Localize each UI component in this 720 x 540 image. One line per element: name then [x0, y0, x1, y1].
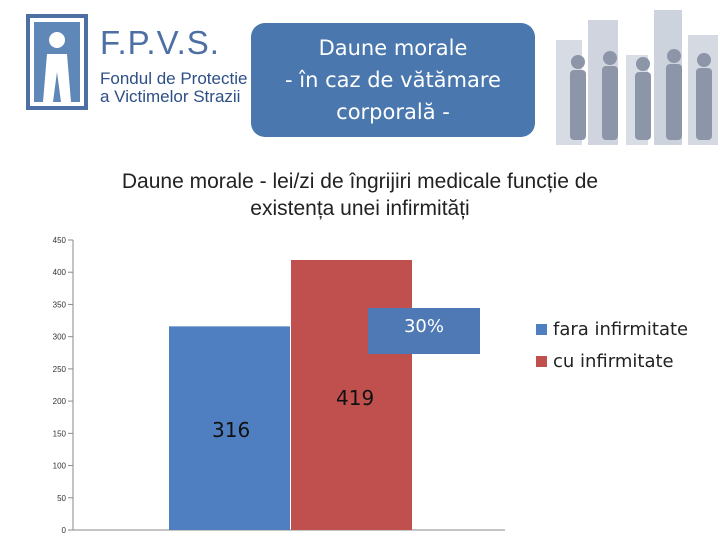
y-tick-label: 450 — [53, 236, 67, 245]
y-tick-label: 200 — [53, 397, 67, 406]
city-people-silhouette-image — [548, 0, 720, 145]
y-tick-label: 250 — [53, 365, 67, 374]
chart-title-line-2: existența unei infirmități — [250, 197, 470, 220]
header-line-2: - în caz de vătămare — [285, 68, 501, 92]
logo-line-2: a Victimelor Strazii — [100, 87, 241, 106]
fpvs-logo: F.P.V.S. Fondul de Protectie a Victimelo… — [22, 10, 252, 120]
bar-cu-infirmitate — [291, 259, 412, 530]
header-line-3: corporală - — [336, 100, 450, 124]
chart-title-line-1: Daune morale - lei/zi de îngrijiri medic… — [121, 170, 599, 193]
logo-abbreviation: F.P.V.S. — [100, 24, 220, 61]
legend-item-cu-infirmitate: cu infirmitate — [536, 348, 688, 374]
y-tick-label: 100 — [53, 462, 67, 471]
y-tick-label: 50 — [57, 494, 66, 503]
increase-callout: 30% — [368, 308, 480, 354]
legend-swatch-blue — [536, 323, 547, 335]
legend-label: fara infirmitate — [553, 318, 689, 340]
header-line-1: Daune morale — [318, 36, 468, 60]
header-banner: Daune morale - în caz de vătămare corpor… — [251, 23, 535, 137]
y-tick-label: 0 — [62, 526, 67, 535]
y-tick-label: 400 — [53, 268, 67, 277]
y-tick-label: 300 — [53, 333, 67, 342]
logo-line-1: Fondul de Protectie — [100, 69, 248, 88]
data-label-fara-infirmitate: 316 — [212, 418, 251, 442]
legend-swatch-red — [536, 355, 547, 367]
bar-chart: 0 50 100 150 200 250 300 350 400 450 — [53, 236, 505, 535]
chart-legend: fara infirmitate cu infirmitate — [536, 316, 688, 380]
legend-item-fara-infirmitate: fara infirmitate — [536, 316, 688, 342]
chart-title: Daune morale - lei/zi de îngrijiri medic… — [40, 168, 680, 222]
legend-label: cu infirmitate — [553, 350, 674, 372]
y-tick-label: 150 — [53, 429, 67, 438]
logo-figure-icon — [26, 14, 88, 110]
y-tick-label: 350 — [53, 300, 67, 309]
data-label-cu-infirmitate: 419 — [336, 386, 375, 410]
plus-icon — [316, 314, 356, 354]
bar-fara-infirmitate — [169, 326, 290, 530]
